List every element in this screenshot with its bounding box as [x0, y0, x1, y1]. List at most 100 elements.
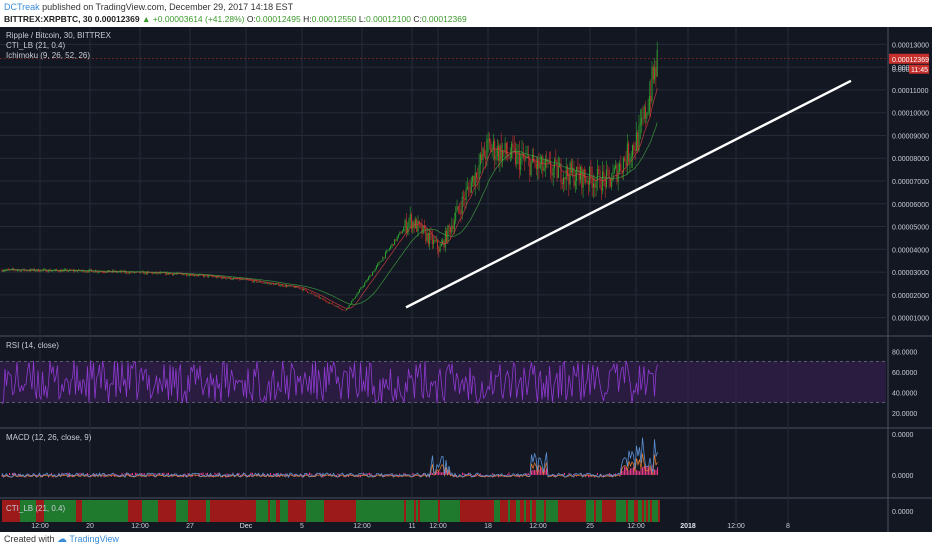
price-candle-body: [411, 214, 412, 229]
cti-bar: [528, 500, 530, 522]
price-candle-body: [206, 275, 208, 277]
time-tick-label: 12:00: [31, 523, 49, 530]
cti-bar: [442, 500, 444, 522]
price-candle-body: [209, 275, 211, 277]
cti-bar: [24, 500, 26, 522]
price-candle-body: [281, 284, 282, 286]
cti-bar: [566, 500, 568, 522]
price-candle-body: [65, 269, 67, 270]
cti-bar: [92, 500, 94, 522]
cti-bar: [274, 500, 276, 522]
cti-bar: [428, 500, 430, 522]
cti-bar: [308, 500, 310, 522]
price-candle-body: [226, 278, 228, 280]
cti-bar: [404, 500, 406, 522]
cti-bar: [282, 500, 284, 522]
cti-bar: [108, 500, 110, 522]
price-candle-body: [612, 171, 614, 181]
price-candle-body: [169, 273, 171, 275]
price-candle-body: [221, 277, 223, 279]
price-candle-body: [8, 268, 9, 270]
price-candle-body: [641, 118, 643, 124]
price-candle-body: [310, 292, 312, 294]
price-candle-body: [32, 268, 34, 271]
price-candle-body: [572, 167, 574, 173]
price-candle-body: [318, 296, 320, 299]
cti-bar: [544, 500, 546, 522]
price-candle-body: [396, 236, 398, 241]
price-candle-body: [379, 261, 381, 263]
cti-bar: [606, 500, 608, 522]
price-candle-body: [110, 271, 112, 273]
price-candle-body: [188, 274, 190, 276]
price-candle-body: [567, 166, 568, 177]
cti-bar: [640, 500, 642, 522]
cti-bar: [296, 500, 298, 522]
price-candle-body: [355, 296, 357, 299]
price-change: ▲ +0.00003614 (+41.28%): [142, 14, 245, 24]
price-candle-body: [440, 244, 442, 247]
price-candle-body: [58, 271, 60, 272]
price-candle-body: [404, 220, 406, 229]
price-candle-body: [570, 162, 572, 173]
author-link[interactable]: DCTreak: [4, 2, 40, 12]
price-candle-body: [80, 270, 82, 272]
price-candle-body: [434, 239, 436, 242]
price-candle-body: [468, 186, 470, 188]
cti-bar: [522, 500, 524, 522]
cti-bar: [124, 500, 126, 522]
price-candle-body: [466, 186, 468, 190]
price-candle-body: [334, 305, 336, 306]
cti-bar: [456, 500, 458, 522]
price-candle-body: [366, 279, 368, 281]
price-candle-body: [382, 257, 384, 261]
cti-bar: [374, 500, 376, 522]
price-candle-body: [222, 276, 224, 279]
price-candle-body: [39, 271, 41, 273]
price-candle-body: [591, 176, 593, 188]
price-candle-body: [505, 142, 507, 155]
cti-bar: [578, 500, 580, 522]
cti-bar: [304, 500, 306, 522]
price-candle-body: [516, 152, 518, 164]
price-candle-body: [437, 240, 438, 249]
price-candle-body: [273, 283, 275, 285]
chart-canvas[interactable]: 0.000130000.000120000.000110000.00010000…: [0, 27, 932, 532]
cti-bar: [548, 500, 550, 522]
price-candle-body: [465, 189, 467, 200]
time-tick-label: 12:00: [727, 523, 745, 530]
price-candle-body: [108, 270, 110, 272]
cti-bar: [284, 500, 286, 522]
tradingview-brand-link[interactable]: TradingView: [69, 534, 119, 544]
cti-bar: [40, 500, 42, 522]
price-candle-body: [145, 271, 147, 274]
trendline[interactable]: [405, 79, 852, 309]
price-candle-body: [19, 269, 21, 272]
cti-bar: [650, 500, 652, 522]
price-candle-body: [594, 183, 596, 188]
cti-pane: [2, 500, 660, 522]
cti-bar: [516, 500, 518, 522]
price-candle-body: [626, 143, 628, 166]
price-candle-body: [443, 240, 445, 248]
cti-bar: [448, 500, 450, 522]
price-candle-body: [183, 274, 185, 276]
price-tick-label: 0.00005000: [892, 225, 929, 232]
price-candle-body: [357, 292, 359, 295]
cti-bar: [370, 500, 372, 522]
cti-bar: [310, 500, 312, 522]
cti-bar: [444, 500, 446, 522]
cti-bar: [432, 500, 434, 522]
price-candle-body: [586, 181, 588, 182]
price-candle-body: [105, 272, 107, 273]
cti-bar: [518, 500, 520, 522]
cti-bar: [6, 500, 8, 522]
price-candle-body: [386, 250, 388, 253]
price-candle-body: [427, 233, 429, 244]
cti-bar: [344, 500, 346, 522]
cti-bar: [564, 500, 566, 522]
price-candle-body: [43, 269, 45, 271]
publish-header: DCTreak published on TradingView.com, De…: [4, 2, 293, 12]
price-candle-body: [568, 176, 570, 185]
price-candle-body: [391, 244, 393, 247]
